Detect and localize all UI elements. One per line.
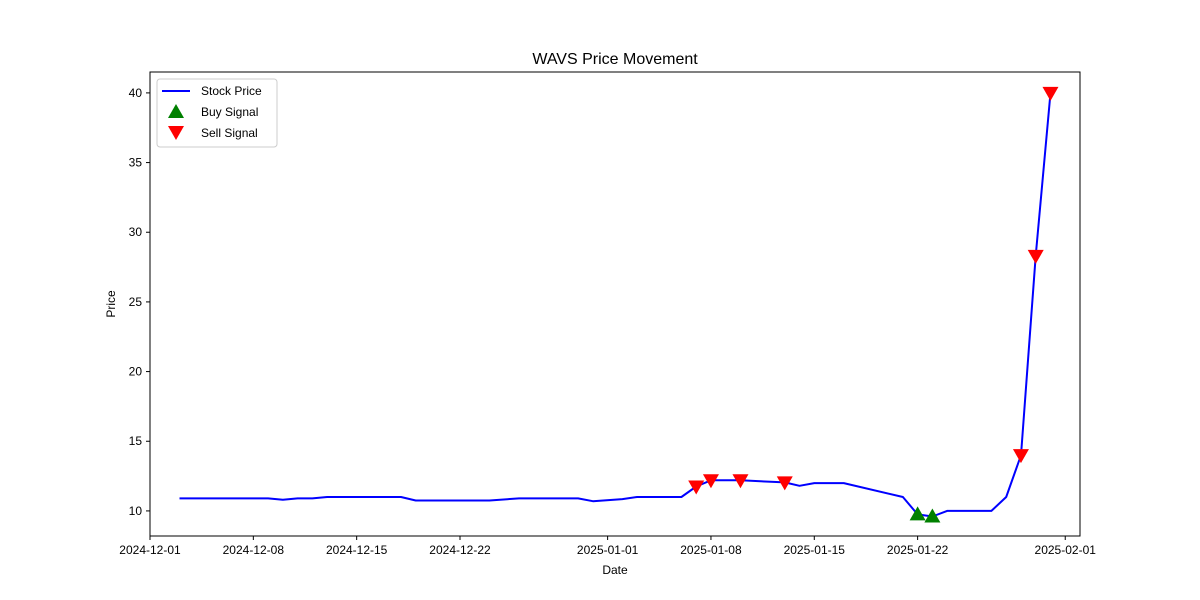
- x-tick-label: 2024-12-01: [119, 543, 181, 557]
- axis-ticks: 2024-12-01 2024-12-08 2024-12-15 2024-12-22…: [119, 86, 1096, 557]
- plot-area: [179, 86, 1059, 523]
- chart-title: WAVS Price Movement: [532, 51, 698, 68]
- plot-frame: [149, 71, 1081, 537]
- legend-label-buy-signal: Buy Signal: [201, 105, 258, 119]
- legend-label-stock-price: Stock Price: [201, 84, 262, 98]
- buy-signal-marker: [924, 508, 941, 523]
- y-tick-label: 35: [129, 156, 143, 170]
- sell-signal-marker: [702, 474, 719, 489]
- x-tick-label: 2024-12-22: [429, 543, 491, 557]
- sell-signal-marker: [776, 476, 793, 491]
- sell-signal-marker: [1027, 249, 1044, 264]
- legend-label-sell-signal: Sell Signal: [201, 126, 258, 140]
- y-tick-label: 15: [129, 434, 143, 448]
- sell-signal-marker: [688, 480, 705, 495]
- x-tick-label: 2025-02-01: [1035, 543, 1097, 557]
- y-tick-label: 40: [129, 86, 143, 100]
- y-tick-label: 10: [129, 504, 143, 518]
- x-tick-label: 2025-01-08: [680, 543, 742, 557]
- legend-sell-marker: [168, 126, 184, 140]
- sell-signal-marker: [1042, 86, 1059, 101]
- x-tick-label: 2025-01-15: [784, 543, 846, 557]
- sell-signal-marker: [732, 474, 749, 489]
- legend-buy-marker: [168, 104, 184, 118]
- sell-signal-marker: [1012, 449, 1029, 464]
- y-tick-label: 25: [129, 295, 143, 309]
- y-tick-label: 30: [129, 225, 143, 239]
- buy-signal-marker: [909, 506, 926, 521]
- x-tick-label: 2025-01-22: [887, 543, 949, 557]
- x-axis-label: Date: [602, 563, 628, 577]
- stock-price-line: [179, 92, 1052, 518]
- legend-box: [156, 78, 278, 148]
- y-axis-label: Price: [104, 290, 118, 318]
- x-tick-label: 2025-01-01: [577, 543, 639, 557]
- x-tick-label: 2024-12-15: [326, 543, 388, 557]
- y-tick-label: 20: [129, 365, 143, 379]
- x-tick-label: 2024-12-08: [223, 543, 285, 557]
- legend: Stock Price Buy Signal Sell Signal: [156, 78, 278, 148]
